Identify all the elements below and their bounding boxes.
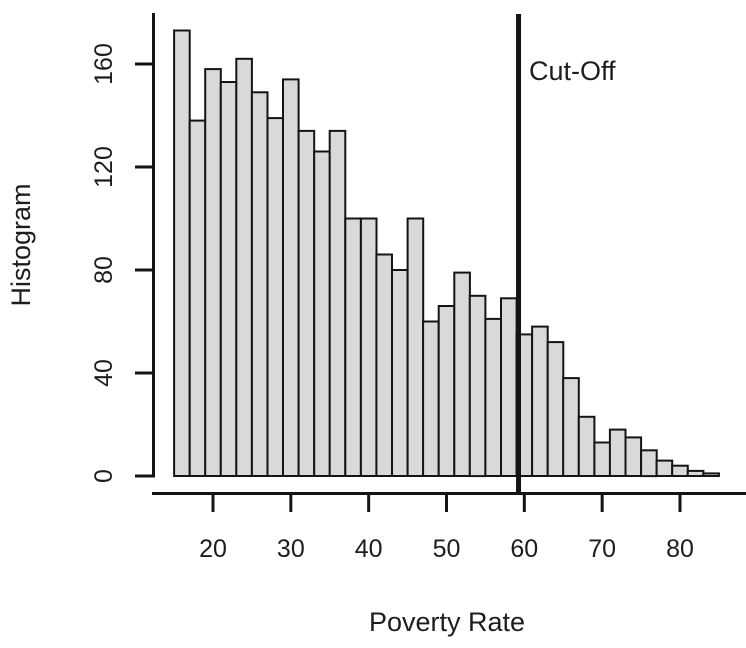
- histogram-bar: [577, 415, 596, 477]
- histogram-bar: [562, 377, 580, 478]
- histogram-bar: [235, 57, 253, 478]
- histogram-bar: [297, 129, 316, 477]
- x-tick-label: 20: [199, 535, 227, 563]
- y-tick-label: 80: [90, 256, 118, 284]
- histogram-bar: [173, 29, 191, 477]
- histogram-bar: [608, 428, 627, 478]
- y-tick-label: 40: [90, 359, 118, 387]
- histogram-bar: [531, 325, 549, 477]
- x-tick-label: 30: [277, 535, 305, 563]
- histogram-bar: [328, 129, 347, 477]
- histogram-bar: [375, 253, 393, 477]
- x-tick-label: 40: [355, 535, 383, 563]
- y-axis-title: Histogram: [6, 183, 36, 306]
- histogram-bar: [640, 449, 658, 478]
- histogram-bar: [702, 472, 720, 477]
- histogram-bar: [204, 68, 222, 477]
- histogram-bar: [500, 297, 518, 477]
- histogram-bar: [453, 271, 471, 477]
- histogram-bar: [282, 78, 300, 478]
- y-tick-label: 160: [90, 43, 118, 85]
- histogram-bar: [546, 341, 565, 477]
- x-axis-title: Poverty Rate: [369, 607, 525, 637]
- histogram-bar: [391, 269, 409, 477]
- histogram-bar: [344, 217, 362, 477]
- histogram-bar: [468, 294, 487, 478]
- histogram-bar: [313, 150, 331, 477]
- histogram-bar: [671, 464, 689, 478]
- x-tick-label: 70: [588, 535, 616, 563]
- cutoff-label: Cut-Off: [529, 56, 616, 86]
- histogram-bar: [250, 91, 269, 478]
- histogram-bar: [686, 469, 705, 477]
- histogram-bar: [188, 119, 207, 477]
- histogram-bar: [437, 305, 456, 477]
- histogram-bar: [593, 441, 612, 477]
- histogram-bar: [655, 459, 674, 478]
- x-tick-label: 50: [433, 535, 461, 563]
- histogram-bar: [219, 81, 238, 477]
- histogram-bar: [484, 317, 502, 477]
- histogram-bar: [266, 117, 285, 477]
- x-tick-label: 60: [510, 535, 538, 563]
- histogram-bar: [624, 436, 643, 477]
- y-tick-label: 120: [90, 146, 118, 188]
- x-tick-label: 80: [666, 535, 694, 563]
- bars-layer: [173, 29, 720, 478]
- histogram-bar: [422, 320, 440, 477]
- y-tick-label: 0: [90, 469, 118, 483]
- histogram-bar: [406, 217, 425, 477]
- histogram-bar: [359, 217, 378, 477]
- axes-layer: 20 30 40 50 60 70 80 0 40 80 120 160: [90, 13, 746, 563]
